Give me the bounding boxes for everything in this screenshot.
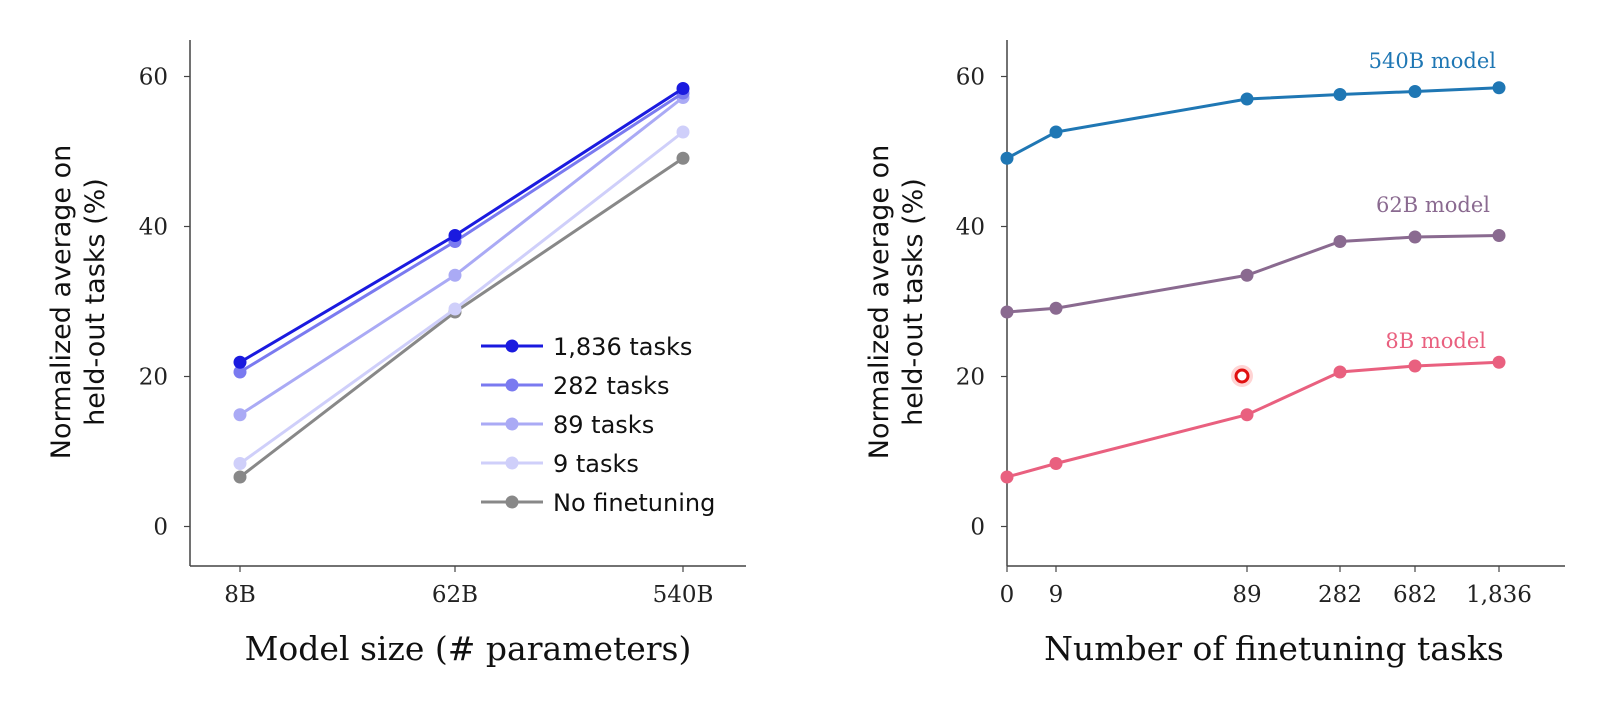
series-line <box>1006 360 1500 479</box>
data-point <box>448 229 462 242</box>
y-tick-label: 60 <box>139 65 168 91</box>
x-tick-label: 8B <box>224 582 256 608</box>
data-point <box>1492 229 1506 242</box>
data-point <box>1408 230 1422 244</box>
y-tick-label: 0 <box>970 515 985 541</box>
data-point <box>676 125 690 139</box>
data-point <box>233 457 247 470</box>
y-tick-label: 0 <box>153 515 168 541</box>
legend-swatch-marker <box>505 339 519 353</box>
legend-label: No finetuning <box>553 489 715 517</box>
data-point <box>1000 151 1014 165</box>
legend-label: 1,836 tasks <box>553 333 692 361</box>
series-label: 8B model <box>1385 329 1486 353</box>
data-point <box>676 82 690 95</box>
cursor-indicator <box>1231 365 1253 387</box>
series-62b-model <box>1000 229 1506 319</box>
data-point <box>1049 301 1063 315</box>
y-axis-label-line: held-out tasks (%) <box>898 178 929 426</box>
data-point <box>676 151 690 165</box>
data-point <box>448 268 462 282</box>
legend-label: 282 tasks <box>553 372 669 400</box>
legend-swatch-marker <box>505 456 519 470</box>
y-tick-label: 20 <box>956 365 985 391</box>
legend-label: 9 tasks <box>553 450 639 478</box>
chart-model-size: 0 20 40 60 8B 62B 540B Normalized average on hel… <box>46 40 746 668</box>
data-point <box>1240 268 1254 282</box>
data-point <box>1000 305 1014 319</box>
x-tick-label: 1,836 <box>1466 582 1532 608</box>
data-point <box>1492 355 1506 369</box>
y-tick-label: 20 <box>139 365 168 391</box>
chart-finetuning-tasks: 0 20 40 60 0 9 89 282 682 1,836 Normalized average… <box>864 40 1565 668</box>
y-tick-label: 60 <box>956 65 985 91</box>
series-1-836-tasks <box>233 82 690 369</box>
legend-label: 89 tasks <box>553 411 654 439</box>
data-point <box>1408 85 1422 98</box>
y-axis-label: Normalized average on held-out tasks (%) <box>46 145 111 459</box>
data-point <box>1049 125 1063 139</box>
legend-swatch-marker <box>505 378 519 392</box>
legend-item: No finetuning <box>481 489 715 517</box>
x-tick-label: 62B <box>432 582 478 608</box>
data-point <box>1000 470 1014 484</box>
legend-swatch-marker <box>505 495 519 509</box>
data-point <box>1240 408 1254 422</box>
data-point <box>1240 92 1254 106</box>
legend-item: 282 tasks <box>481 372 669 400</box>
y-axis-label-line: Normalized average on <box>46 145 77 459</box>
legend-swatch-marker <box>505 417 519 431</box>
data-point <box>448 302 462 316</box>
legend-item: 89 tasks <box>481 411 654 439</box>
legend: 1,836 tasks 282 tasks 89 tasks 9 tasks No fi… <box>481 333 715 517</box>
x-tick-label: 540B <box>653 582 714 608</box>
series-line <box>239 87 684 364</box>
y-tick-label: 40 <box>139 215 168 241</box>
series-line <box>1006 234 1500 314</box>
legend-item: 9 tasks <box>481 450 639 478</box>
data-point <box>233 355 247 369</box>
series-9-tasks <box>233 125 690 470</box>
data-point <box>1333 88 1347 101</box>
legend-item: 1,836 tasks <box>481 333 692 361</box>
data-point <box>233 470 247 484</box>
data-point <box>233 365 247 379</box>
series-line <box>239 96 684 417</box>
data-point <box>1333 365 1347 379</box>
y-axis-label-line: held-out tasks (%) <box>80 178 111 426</box>
x-axis-label: Model size (# parameters) <box>245 629 692 668</box>
series-label: 540B model <box>1369 49 1497 73</box>
series-8b-model <box>1000 355 1506 484</box>
data-point <box>1492 81 1506 95</box>
y-tick-label: 40 <box>956 215 985 241</box>
series-label: 62B model <box>1376 193 1490 217</box>
data-point <box>1049 457 1063 470</box>
x-tick-label: 282 <box>1318 582 1362 608</box>
y-axis-label-line: Normalized average on <box>864 145 895 459</box>
series-line <box>1006 86 1500 160</box>
x-axis-label: Number of finetuning tasks <box>1044 629 1504 668</box>
data-point <box>233 408 247 422</box>
data-point <box>1408 359 1422 373</box>
data-point <box>1333 235 1347 248</box>
y-axis-label: Normalized average on held-out tasks (%) <box>864 145 929 459</box>
series-540b-model <box>1000 81 1506 165</box>
x-tick-label: 0 <box>1000 582 1015 608</box>
x-tick-label: 9 <box>1049 582 1064 608</box>
x-tick-label: 89 <box>1232 582 1261 608</box>
x-tick-label: 682 <box>1393 582 1437 608</box>
